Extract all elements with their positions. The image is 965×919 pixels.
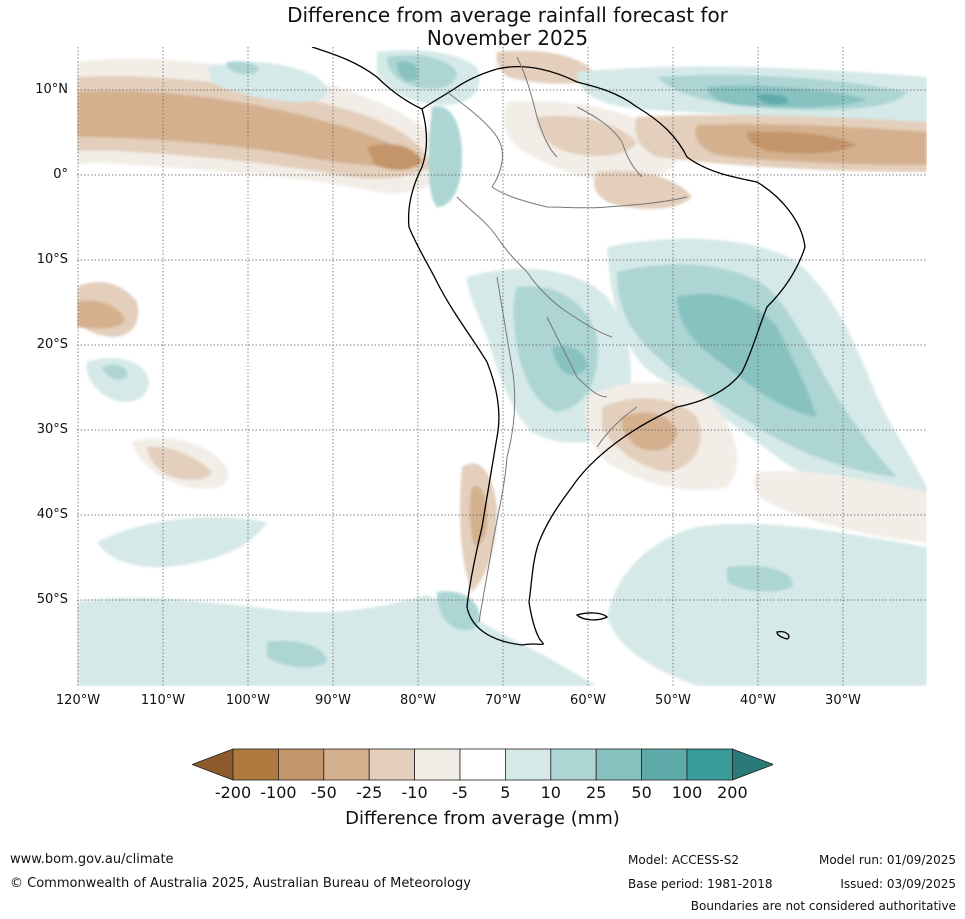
footer-url[interactable]: www.bom.gov.au/climate <box>10 852 174 867</box>
lon-label-80w: 80°W <box>400 693 436 708</box>
colorbar-tick-label: -5 <box>452 783 468 802</box>
colorbar-tick-label: 200 <box>717 783 748 802</box>
colorbar-tick-label: 100 <box>671 783 703 802</box>
colorbar-cell <box>232 748 279 781</box>
colorbar-cell <box>323 748 370 781</box>
colorbar-cell <box>641 748 688 781</box>
colorbar-cell <box>595 748 643 781</box>
lat-label-10s: 10°S <box>36 252 68 267</box>
lat-label-50s: 50°S <box>36 592 68 607</box>
coastlines <box>311 47 806 646</box>
title-line-1: Difference from average rainfall forecas… <box>287 3 728 27</box>
lon-label-40w: 40°W <box>740 693 776 708</box>
colorbar-tick-label: 50 <box>631 783 652 802</box>
lon-label-50w: 50°W <box>655 693 691 708</box>
lon-label-30w: 30°W <box>825 693 861 708</box>
colorbar-tick-label: -25 <box>356 783 383 802</box>
colorbar-cell <box>368 748 415 781</box>
colorbar-tick-label: -100 <box>260 783 297 802</box>
colorbar-tick-label: 10 <box>540 783 561 802</box>
lat-label-0: 0° <box>53 167 68 182</box>
colorbar-extend-low <box>192 748 234 781</box>
lon-label-70w: 70°W <box>485 693 521 708</box>
colorbar-tick-label: 25 <box>586 783 607 802</box>
colorbar-cells <box>192 748 773 781</box>
colorbar-tick-label: 5 <box>500 783 511 802</box>
colorbar-cell <box>504 748 552 781</box>
footer-issued: Issued: 03/09/2025 <box>840 877 956 891</box>
lon-label-60w: 60°W <box>570 693 606 708</box>
rainfall-map <box>77 47 927 686</box>
colorbar-tick-label: -10 <box>401 783 428 802</box>
footer-base-period: Base period: 1981-2018 <box>628 877 773 891</box>
colorbar-cell <box>414 748 461 781</box>
colorbar-tick-label: -200 <box>214 783 252 802</box>
footer-copyright: © Commonwealth of Australia 2025, Austra… <box>10 876 471 891</box>
colorbar <box>192 748 773 781</box>
lon-label-120w: 120°W <box>55 693 101 708</box>
footer-disclaimer: Boundaries are not considered authoritat… <box>690 899 956 913</box>
lat-label-40s: 40°S <box>36 507 68 522</box>
footer-model: Model: ACCESS-S2 <box>628 853 740 867</box>
colorbar-tick-label: -50 <box>310 783 337 802</box>
colorbar-cell <box>278 748 325 781</box>
colorbar-cell <box>550 748 597 781</box>
footer-model-run: Model run: 01/09/2025 <box>818 853 956 867</box>
lat-label-10n: 10°N <box>35 82 68 97</box>
lon-label-90w: 90°W <box>315 693 351 708</box>
lon-label-100w: 100°W <box>225 693 271 708</box>
lat-label-20s: 20°S <box>36 337 68 352</box>
country-borders <box>446 56 688 623</box>
map-title: Difference from average rainfall forecas… <box>0 4 965 50</box>
title-line-2: November 2025 <box>426 26 589 50</box>
colorbar-label: Difference from average (mm) <box>345 808 620 829</box>
anomaly-fields <box>77 50 927 686</box>
colorbar-cell <box>686 748 733 781</box>
lat-label-30s: 30°S <box>36 422 68 437</box>
graticule <box>77 47 927 686</box>
colorbar-cell <box>459 748 506 781</box>
colorbar-extend-high <box>732 748 773 781</box>
lon-label-110w: 110°W <box>140 693 186 708</box>
